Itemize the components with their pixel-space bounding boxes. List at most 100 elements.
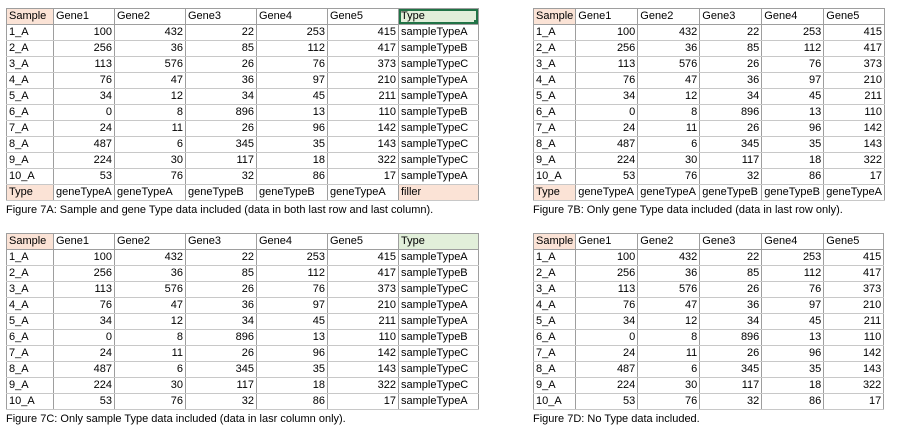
header-cell[interactable]: Gene4 xyxy=(256,8,328,25)
header-cell[interactable]: Gene5 xyxy=(823,8,885,25)
value-cell[interactable]: 36 xyxy=(185,72,257,89)
value-cell[interactable]: 417 xyxy=(327,265,399,282)
sample-cell[interactable]: 4_A xyxy=(6,72,54,89)
value-cell[interactable]: 26 xyxy=(185,56,257,73)
value-cell[interactable]: 76 xyxy=(637,393,701,410)
value-cell[interactable]: 36 xyxy=(699,72,763,89)
value-cell[interactable]: 97 xyxy=(256,72,328,89)
gene-type-cell[interactable]: geneTypeB xyxy=(699,184,763,201)
sample-cell[interactable]: 1_A xyxy=(532,24,577,41)
header-cell[interactable]: Gene3 xyxy=(185,8,257,25)
header-cell[interactable]: Gene2 xyxy=(637,8,701,25)
value-cell[interactable]: 97 xyxy=(761,297,825,314)
value-cell[interactable]: 32 xyxy=(699,393,763,410)
value-cell[interactable]: 576 xyxy=(637,56,701,73)
value-cell[interactable]: 415 xyxy=(327,24,399,41)
value-cell[interactable]: 112 xyxy=(256,40,328,57)
value-cell[interactable]: 142 xyxy=(327,120,399,137)
type-label-cell[interactable]: Type xyxy=(532,184,577,201)
value-cell[interactable]: 0 xyxy=(575,104,639,121)
value-cell[interactable]: 36 xyxy=(637,40,701,57)
header-cell[interactable]: Gene4 xyxy=(761,8,825,25)
value-cell[interactable]: 896 xyxy=(185,104,257,121)
value-cell[interactable]: 96 xyxy=(256,345,328,362)
value-cell[interactable]: 12 xyxy=(114,313,186,330)
value-cell[interactable]: 8 xyxy=(637,329,701,346)
value-cell[interactable]: 76 xyxy=(53,72,115,89)
gene-type-cell[interactable]: geneTypeB xyxy=(761,184,825,201)
value-cell[interactable]: 11 xyxy=(114,120,186,137)
value-cell[interactable]: 30 xyxy=(114,152,186,169)
header-cell[interactable]: Gene1 xyxy=(53,8,115,25)
header-cell[interactable]: Gene1 xyxy=(575,233,639,250)
value-cell[interactable]: 30 xyxy=(637,152,701,169)
value-cell[interactable]: 26 xyxy=(185,281,257,298)
value-cell[interactable]: 34 xyxy=(699,313,763,330)
type-cell[interactable]: sampleTypeC xyxy=(398,152,479,169)
value-cell[interactable]: 8 xyxy=(114,329,186,346)
sample-cell[interactable]: 8_A xyxy=(6,136,54,153)
value-cell[interactable]: 36 xyxy=(114,265,186,282)
sample-cell[interactable]: 6_A xyxy=(532,329,577,346)
value-cell[interactable]: 322 xyxy=(327,152,399,169)
value-cell[interactable]: 76 xyxy=(114,168,186,185)
value-cell[interactable]: 112 xyxy=(761,265,825,282)
value-cell[interactable]: 117 xyxy=(185,377,257,394)
type-cell[interactable]: sampleTypeA xyxy=(398,72,479,89)
header-cell[interactable]: Type xyxy=(398,233,479,250)
value-cell[interactable]: 417 xyxy=(823,265,885,282)
sample-cell[interactable]: 2_A xyxy=(6,265,54,282)
value-cell[interactable]: 76 xyxy=(53,297,115,314)
header-cell[interactable]: Gene3 xyxy=(185,233,257,250)
value-cell[interactable]: 0 xyxy=(575,329,639,346)
value-cell[interactable]: 211 xyxy=(823,313,885,330)
value-cell[interactable]: 256 xyxy=(53,40,115,57)
value-cell[interactable]: 24 xyxy=(53,120,115,137)
value-cell[interactable]: 113 xyxy=(575,56,639,73)
value-cell[interactable]: 34 xyxy=(575,313,639,330)
value-cell[interactable]: 896 xyxy=(699,329,763,346)
value-cell[interactable]: 13 xyxy=(761,104,825,121)
gene-type-cell[interactable]: geneTypeB xyxy=(185,184,257,201)
value-cell[interactable]: 36 xyxy=(637,265,701,282)
value-cell[interactable]: 373 xyxy=(823,56,885,73)
value-cell[interactable]: 896 xyxy=(699,104,763,121)
value-cell[interactable]: 253 xyxy=(256,249,328,266)
gene-type-cell[interactable]: filler xyxy=(398,184,479,201)
value-cell[interactable]: 97 xyxy=(256,297,328,314)
value-cell[interactable]: 24 xyxy=(575,345,639,362)
value-cell[interactable]: 487 xyxy=(53,361,115,378)
value-cell[interactable]: 117 xyxy=(699,377,763,394)
type-cell[interactable]: sampleTypeA xyxy=(398,168,479,185)
header-cell[interactable]: Gene5 xyxy=(327,233,399,250)
value-cell[interactable]: 34 xyxy=(185,313,257,330)
type-cell[interactable]: sampleTypeA xyxy=(398,249,479,266)
value-cell[interactable]: 97 xyxy=(761,72,825,89)
value-cell[interactable]: 322 xyxy=(823,377,885,394)
type-cell[interactable]: sampleTypeA xyxy=(398,313,479,330)
value-cell[interactable]: 253 xyxy=(761,249,825,266)
value-cell[interactable]: 76 xyxy=(256,56,328,73)
value-cell[interactable]: 34 xyxy=(699,88,763,105)
sample-cell[interactable]: 3_A xyxy=(532,281,577,298)
value-cell[interactable]: 211 xyxy=(327,88,399,105)
gene-type-cell[interactable]: geneTypeB xyxy=(256,184,328,201)
value-cell[interactable]: 32 xyxy=(185,393,257,410)
header-cell[interactable]: Gene4 xyxy=(256,233,328,250)
value-cell[interactable]: 45 xyxy=(256,88,328,105)
value-cell[interactable]: 26 xyxy=(699,56,763,73)
value-cell[interactable]: 373 xyxy=(327,56,399,73)
value-cell[interactable]: 224 xyxy=(53,152,115,169)
sample-cell[interactable]: 5_A xyxy=(6,313,54,330)
sample-cell[interactable]: 9_A xyxy=(532,377,577,394)
sample-cell[interactable]: 8_A xyxy=(532,136,577,153)
value-cell[interactable]: 76 xyxy=(761,281,825,298)
value-cell[interactable]: 53 xyxy=(53,168,115,185)
value-cell[interactable]: 47 xyxy=(637,72,701,89)
value-cell[interactable]: 0 xyxy=(53,329,115,346)
type-cell[interactable]: sampleTypeB xyxy=(398,40,479,57)
type-cell[interactable]: sampleTypeC xyxy=(398,361,479,378)
value-cell[interactable]: 117 xyxy=(699,152,763,169)
value-cell[interactable]: 143 xyxy=(823,361,885,378)
value-cell[interactable]: 345 xyxy=(185,136,257,153)
